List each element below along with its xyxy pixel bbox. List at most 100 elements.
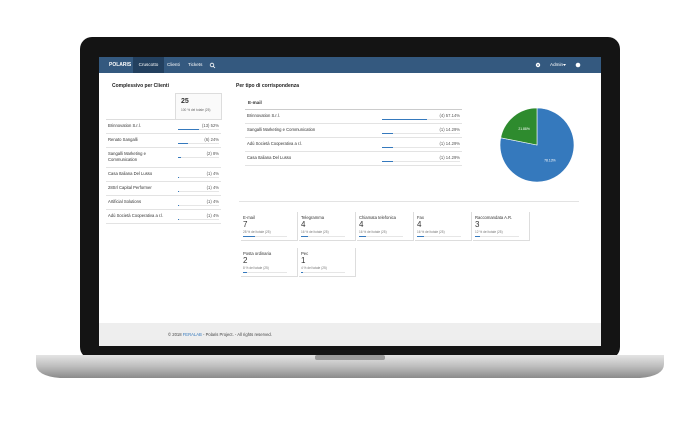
settings-icon[interactable] (535, 62, 541, 68)
row-name: Casa Italiana Del Lusso (247, 155, 292, 160)
nav-tab[interactable]: Tickets (188, 62, 203, 67)
user-menu[interactable]: Admin (550, 62, 564, 67)
copyright: © 2018 (168, 332, 182, 337)
list-row: Adù Società Cooperativa a r.l. (1) 4% (106, 210, 221, 224)
stat-card: Chiamata telefonica 4 16 % del totale (25) (357, 212, 414, 241)
laptop-notch (315, 355, 385, 360)
progress-fill (381, 147, 394, 149)
progress-track (177, 191, 219, 193)
card-percent: 8 % del totale (25) (243, 266, 269, 270)
email-list: Brinnovation S.r.l. (4) 57.14% Sangalli Ma… (245, 109, 462, 166)
total-label: 100 % del totale (25) (181, 108, 211, 112)
list-row: Casa Italiana Del Lusso (1) 4% (106, 168, 221, 182)
card-label: Chiamata telefonica (359, 215, 397, 220)
progress-fill (301, 272, 303, 274)
row-name: Brinnovation S.r.l. (108, 123, 141, 128)
card-percent: 16 % del totale (25) (417, 230, 445, 234)
progress-track (177, 205, 219, 207)
help-icon[interactable] (575, 62, 581, 68)
company-link[interactable]: FERALAB (182, 332, 202, 337)
row-label: (2) 8% (206, 151, 219, 156)
progress-track (381, 161, 460, 163)
brand[interactable]: POLARIS (109, 62, 132, 68)
list-row: Adù Società Cooperativa a r.l. (1) 14.29% (245, 138, 462, 152)
stat-card: Telegramma 4 16 % del totale (25) (299, 212, 356, 241)
row-name: 28Srl Capital Performer (108, 185, 152, 190)
progress-fill (177, 205, 180, 207)
progress-track (177, 219, 219, 221)
progress-track (381, 133, 460, 135)
card-label: Telegramma (301, 215, 325, 220)
footer-rest: - Polaris Project. - All rights reserved… (203, 332, 272, 337)
stat-card: Posta ordinaria 2 8 % del totale (25) (241, 248, 298, 277)
row-label: (1) 14.29% (439, 155, 460, 160)
slice-label: 78.13% (544, 159, 556, 163)
progress-track (359, 236, 403, 238)
list-row: Casa Italiana Del Lusso (1) 14.29% (245, 152, 462, 166)
stat-card: Pec 1 4 % del totale (25) (299, 248, 356, 277)
total-box: 25 100 % del totale (25) (175, 93, 222, 120)
card-percent: 16 % del totale (25) (301, 230, 329, 234)
row-name: Adù Società Cooperativa a r.l. (247, 141, 303, 146)
progress-track (177, 129, 219, 131)
list-row: Sangalli Marketing e Communication (2) 8% (106, 148, 221, 168)
row-label: (6) 24% (204, 137, 219, 142)
search-icon[interactable] (209, 62, 216, 69)
progress-fill (381, 161, 394, 163)
card-label: Raccomandata A.R. (475, 215, 513, 220)
card-label: Fax (417, 215, 424, 220)
list-row: 28Srl Capital Performer (1) 4% (106, 182, 221, 196)
list-row: Sangalli Marketing e Communication (1) 14… (245, 124, 462, 138)
progress-fill (381, 133, 394, 135)
stat-card: Raccomandata A.R. 3 12 % del totale (25) (473, 212, 530, 241)
card-label: Posta ordinaria (243, 251, 272, 256)
list-row: Brinnovation S.r.l. (4) 57.14% (245, 110, 462, 124)
divider (239, 201, 579, 202)
card-percent: 4 % del totale (25) (301, 266, 327, 270)
card-count: 2 (243, 256, 248, 265)
row-label: (1) 4% (206, 171, 219, 176)
card-percent: 28 % del totale (25) (243, 230, 271, 234)
row-label: (1) 4% (206, 213, 219, 218)
footer: © 2018 FERALAB - Polaris Project. - All … (99, 323, 601, 346)
progress-track (417, 236, 461, 238)
card-label: Pec (301, 251, 309, 256)
progress-track (381, 119, 460, 121)
progress-track (243, 236, 287, 238)
list-row: Artificial Solutions (1) 4% (106, 196, 221, 210)
progress-fill (243, 236, 256, 238)
stat-card: Fax 4 16 % del totale (25) (415, 212, 472, 241)
client-list: Brinnovation S.r.l. (13) 52% Renato Sangal… (106, 119, 221, 224)
progress-fill (177, 129, 200, 131)
caret (563, 64, 566, 66)
progress-fill (177, 143, 188, 145)
total-value: 25 (181, 98, 189, 105)
card-label: E-mail (243, 215, 255, 220)
progress-fill (177, 191, 180, 193)
row-label: (1) 14.29% (439, 127, 460, 132)
panel-title: Per tipo di corrispondenza (236, 83, 300, 89)
row-name: Casa Italiana Del Lusso (108, 171, 153, 176)
progress-track (177, 157, 219, 159)
row-label: (4) 57.14% (439, 113, 460, 118)
card-count: 7 (243, 220, 248, 229)
nav-tab[interactable]: Clienti (167, 62, 180, 67)
progress-track (475, 236, 519, 238)
progress-track (301, 272, 345, 274)
progress-fill (177, 177, 180, 179)
nav-tab[interactable]: Cruscotto (133, 57, 164, 73)
screen: POLARIS Cruscotto Clienti Tickets Admin … (99, 57, 601, 346)
laptop-base (36, 355, 664, 378)
row-name: Sangalli Marketing e Communication (108, 151, 146, 162)
panel-title: Complessivo per Clienti (112, 83, 169, 89)
row-name: Adù Società Cooperativa a r.l. (108, 213, 164, 218)
progress-track (301, 236, 345, 238)
progress-fill (417, 236, 425, 238)
card-count: 3 (475, 220, 480, 229)
row-name: Brinnovation S.r.l. (247, 113, 280, 118)
slice-label: 21.88% (518, 127, 530, 131)
progress-fill (475, 236, 481, 238)
progress-fill (243, 272, 247, 274)
progress-fill (359, 236, 367, 238)
